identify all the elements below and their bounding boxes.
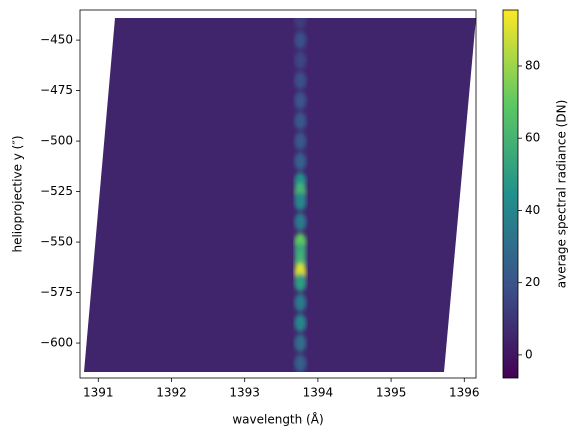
line-intensity (294, 51, 307, 70)
y-tick-label: −450 (40, 33, 73, 47)
y-tick-label: −475 (40, 83, 73, 97)
x-axis-label: wavelength (Å) (232, 412, 323, 427)
x-tick-label: 1391 (83, 386, 114, 400)
y-tick-label: −600 (40, 336, 73, 350)
data-region (84, 18, 476, 372)
line-intensity (294, 293, 307, 312)
y-tick-label: −500 (40, 134, 73, 148)
line-intensity (294, 71, 307, 90)
x-tick-label: 1394 (303, 386, 334, 400)
y-tick-label: −550 (40, 235, 73, 249)
line-intensity (294, 334, 307, 353)
line-intensity (294, 91, 307, 110)
colorbar (502, 9, 519, 379)
line-intensity (294, 354, 307, 372)
colorbar-label: average spectral radiance (DN) (555, 100, 569, 289)
line-intensity (294, 132, 307, 151)
line-intensity (294, 152, 307, 171)
x-tick-label: 1393 (229, 386, 260, 400)
line-intensity (294, 18, 307, 29)
x-tick-label: 1396 (449, 386, 480, 400)
colorbar-tick-label: 0 (525, 347, 533, 361)
colorbar-tick-label: 40 (525, 203, 540, 217)
plot-frame (79, 9, 477, 379)
colorbar-tick-label: 20 (525, 275, 540, 289)
y-tick-label: −575 (40, 285, 73, 299)
line-intensity (294, 31, 307, 50)
x-tick-label: 1392 (156, 386, 187, 400)
y-tick-label: −525 (40, 184, 73, 198)
line-intensity (294, 273, 307, 292)
x-tick-label: 1395 (376, 386, 407, 400)
colorbar-tick-label: 80 (525, 58, 540, 72)
y-axis-label: helioprojective y (″) (11, 135, 25, 252)
line-intensity (294, 313, 307, 332)
line-intensity (294, 212, 307, 231)
line-intensity (294, 111, 307, 130)
colorbar-tick-label: 60 (525, 131, 540, 145)
line-intensity (294, 192, 307, 211)
emission-line (294, 18, 307, 372)
plot-area (84, 18, 476, 372)
